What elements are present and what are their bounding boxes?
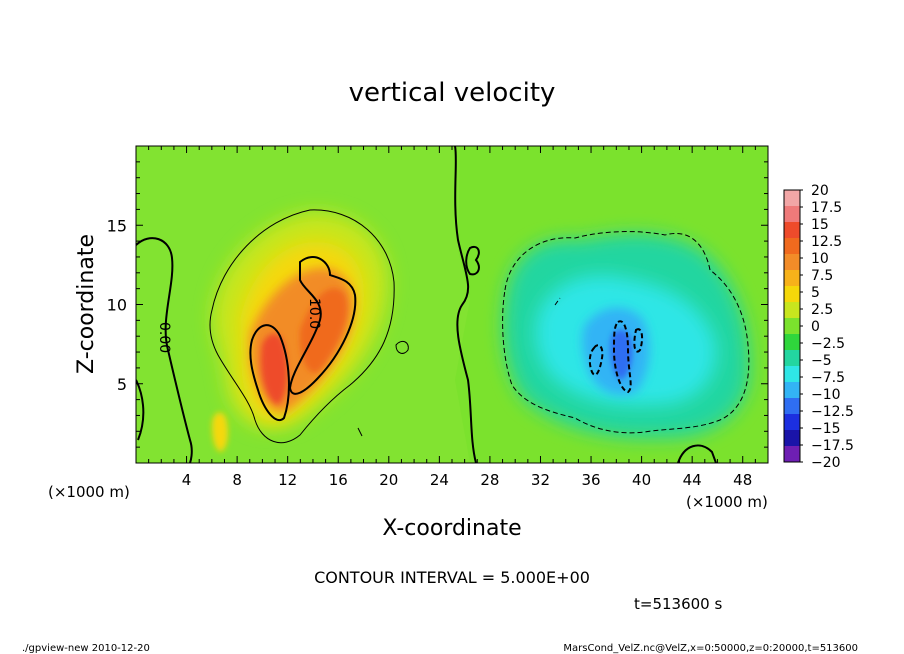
y-tick-label: 10 — [107, 296, 127, 315]
x-unit-left: (×1000 m) — [48, 483, 130, 501]
small-contour-tick — [357, 427, 363, 437]
updraft-10-contour-a — [249, 324, 290, 421]
colorbar-label: −20 — [811, 455, 841, 471]
x-tick-label: 24 — [430, 471, 449, 489]
updraft-region — [212, 212, 389, 452]
colorbar-swatch — [784, 334, 800, 351]
downdraft-5-contour — [502, 231, 750, 434]
colorbar-label: 7.5 — [811, 268, 833, 284]
colorbar-label: −15 — [811, 421, 841, 437]
colorbar-label: −10 — [811, 387, 841, 403]
zero-contour-left — [136, 237, 193, 463]
colorbar-label: −2.5 — [811, 336, 845, 352]
x-tick-label: 40 — [632, 471, 651, 489]
colorbar-swatch — [784, 414, 800, 431]
colorbar-swatch — [784, 270, 800, 287]
colorbar-label: 20 — [811, 183, 829, 199]
zero-contour-mid — [454, 146, 477, 463]
downdraft-10-contour-a — [588, 344, 604, 376]
x-axis-label: X-coordinate — [382, 516, 521, 541]
downdraft-inner-contour — [554, 297, 561, 306]
colorbar-swatch — [784, 382, 800, 399]
updraft-core-left — [260, 333, 288, 405]
downdraft-10-contour-b — [612, 320, 632, 394]
colorbar-swatch — [784, 398, 800, 415]
colorbar: 2017.51512.5107.552.50−2.5−5−7.5−10−12.5… — [783, 183, 854, 471]
colorbar-label: −5 — [811, 353, 832, 369]
footer-left: ./gpview-new 2010-12-20 — [22, 643, 150, 654]
y-tick-label: 5 — [117, 375, 127, 394]
zero-contour-blob — [465, 246, 480, 276]
updraft-10-contour-b — [288, 256, 357, 395]
colorbar-swatch — [784, 238, 800, 255]
thin-contours — [209, 209, 409, 444]
y-tick-label: 15 — [107, 216, 127, 235]
downdraft-10-contour-c — [633, 328, 644, 353]
x-ticks: 4 8 12 16 20 24 28 32 36 40 44 48 — [148, 146, 756, 489]
colorbar-swatch — [784, 190, 800, 207]
chart-title: vertical velocity — [349, 78, 556, 108]
colorbar-swatch — [784, 446, 800, 463]
x-tick-label: 32 — [531, 471, 550, 489]
contour-label-zero: 0.00 — [156, 322, 172, 353]
colorbar-label: 15 — [811, 217, 829, 233]
x-tick-label: 20 — [379, 471, 398, 489]
small-contour-ring — [395, 340, 409, 354]
x-tick-label: 16 — [329, 471, 348, 489]
colorbar-label: 17.5 — [811, 200, 842, 216]
colorbar-swatch — [784, 430, 800, 447]
colorbar-label: −7.5 — [811, 370, 845, 386]
updraft-5-contour — [209, 209, 395, 444]
colorbar-swatch — [784, 366, 800, 383]
x-tick-label: 28 — [480, 471, 499, 489]
colorbar-label: 10 — [811, 251, 829, 267]
x-tick-label: 4 — [182, 471, 192, 489]
time-label: t=513600 s — [634, 595, 722, 613]
colorbar-swatch — [784, 254, 800, 271]
colorbar-label: 0 — [811, 319, 820, 335]
colorbar-swatch — [784, 302, 800, 319]
colorbar-swatch — [784, 318, 800, 335]
colorbar-label: 2.5 — [811, 302, 833, 318]
y-ticks: 5 10 15 — [107, 161, 768, 448]
plot-field: 10.0 0.00 — [136, 146, 768, 463]
dashed-contours — [502, 231, 750, 434]
downdraft-10-contours — [588, 320, 644, 394]
footer-right: MarsCond_VelZ.nc@VelZ,x=0:50000,z=0:2000… — [563, 643, 858, 654]
contour-interval-text: CONTOUR INTERVAL = 5.000E+00 — [314, 568, 590, 587]
colorbar-label: 5 — [811, 285, 820, 301]
x-tick-label: 48 — [733, 471, 752, 489]
x-unit-right: (×1000 m) — [686, 493, 768, 511]
updraft-core-right — [299, 288, 348, 373]
zero-contour-right-bottom — [677, 444, 717, 463]
updraft-small-blob — [212, 412, 228, 452]
x-tick-label: 36 — [581, 471, 600, 489]
colorbar-label: −12.5 — [811, 404, 854, 420]
colorbar-label: 12.5 — [811, 234, 842, 250]
colorbar-swatch — [784, 222, 800, 239]
x-tick-label: 12 — [278, 471, 297, 489]
contour-label-updraft: 10.0 — [306, 298, 322, 329]
x-tick-label: 44 — [683, 471, 702, 489]
colorbar-label: −17.5 — [811, 438, 854, 454]
y-axis-label: Z-coordinate — [74, 234, 99, 374]
colorbar-swatch — [784, 286, 800, 303]
x-tick-label: 8 — [232, 471, 242, 489]
colorbar-swatch — [784, 350, 800, 367]
colorbar-swatch — [784, 206, 800, 223]
